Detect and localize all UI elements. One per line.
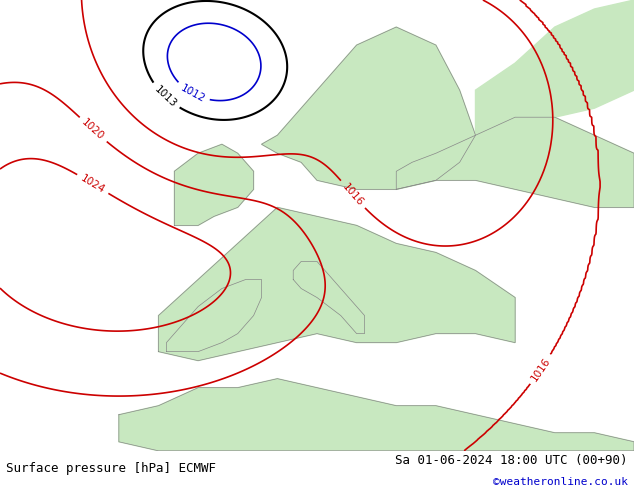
Text: ©weatheronline.co.uk: ©weatheronline.co.uk <box>493 477 628 487</box>
Polygon shape <box>396 117 634 207</box>
Text: 1020: 1020 <box>80 117 106 142</box>
Text: Sa 01-06-2024 18:00 UTC (00+90): Sa 01-06-2024 18:00 UTC (00+90) <box>395 454 628 467</box>
Polygon shape <box>261 27 476 189</box>
Text: Surface pressure [hPa] ECMWF: Surface pressure [hPa] ECMWF <box>6 462 216 475</box>
Polygon shape <box>166 279 261 352</box>
Text: 1013: 1013 <box>152 84 178 109</box>
Text: 1012: 1012 <box>179 83 207 104</box>
Text: 1024: 1024 <box>79 173 107 195</box>
Polygon shape <box>119 379 634 451</box>
Polygon shape <box>293 262 365 334</box>
Text: 1016: 1016 <box>529 356 552 383</box>
Polygon shape <box>476 0 634 135</box>
Polygon shape <box>158 207 515 361</box>
Polygon shape <box>174 144 254 225</box>
Text: 1016: 1016 <box>340 181 365 208</box>
